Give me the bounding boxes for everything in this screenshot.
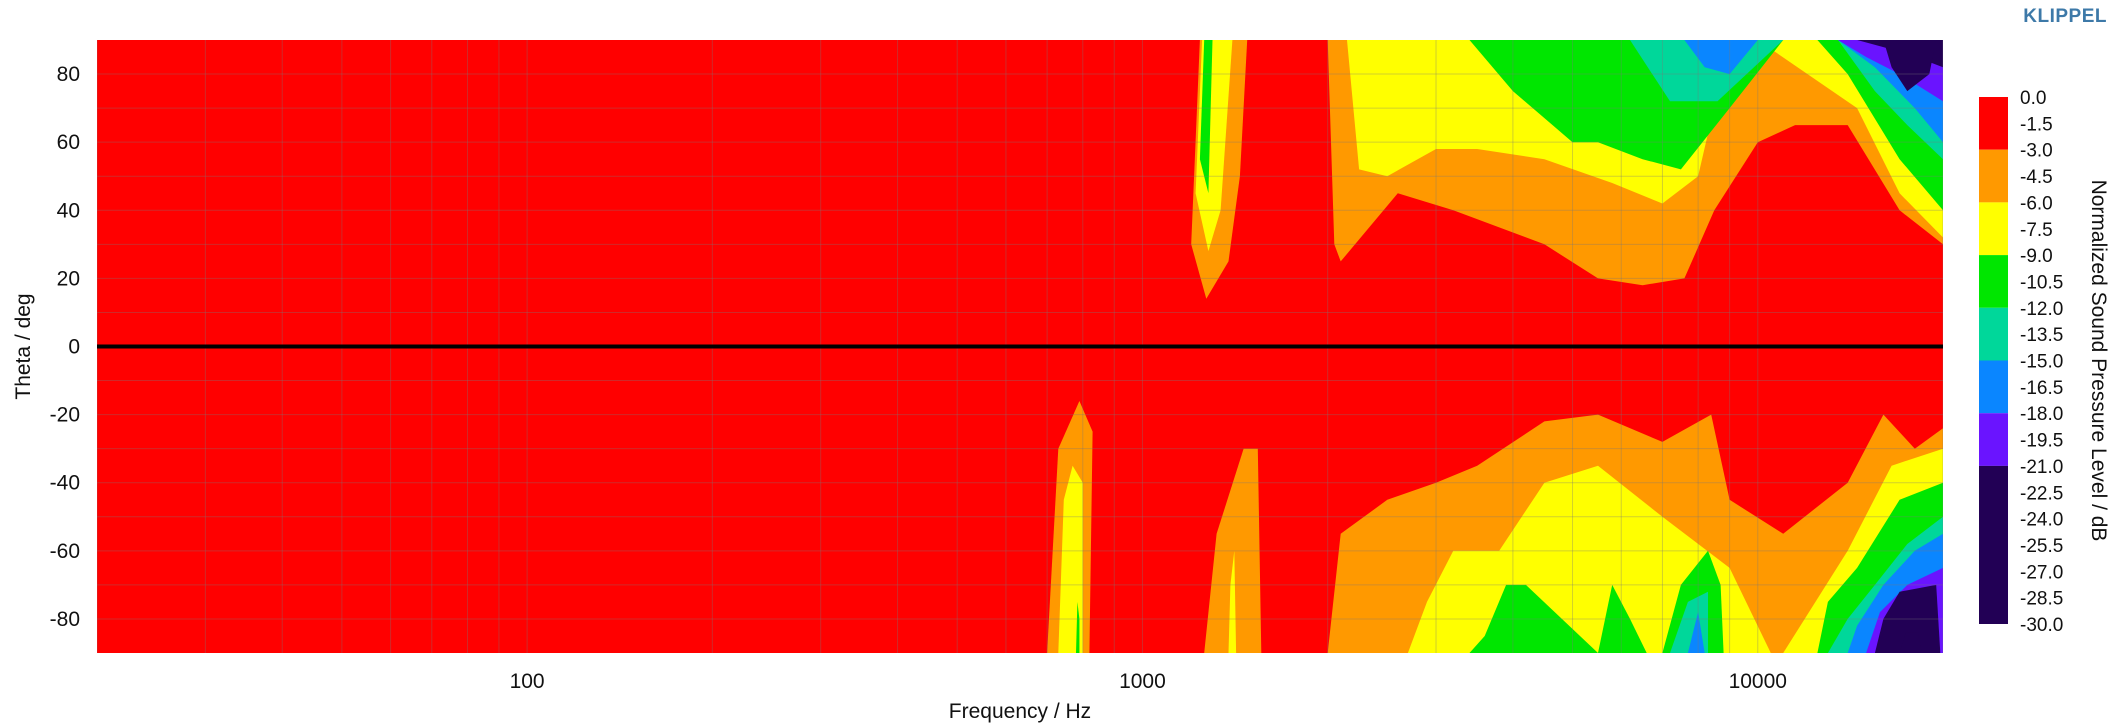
y-axis-label: Theta / deg [12,293,35,399]
colorbar-tick-label: -12.0 [2020,299,2063,320]
colorbar-tick-label: -25.5 [2020,536,2063,557]
y-tick-label: 60 [57,131,80,154]
contour-region-24 [1687,612,1705,653]
colorbar-tick-label: -16.5 [2020,378,2063,399]
colorbar-band-4 [1979,307,2008,361]
contour-regions [1047,40,1943,653]
contour-region-28 [1899,632,1923,653]
colorbar-band-1 [1979,149,2008,203]
y-tick-label: 0 [68,336,80,359]
contour-region-19 [1598,584,1647,653]
y-tick-label: -40 [50,472,80,495]
contour-region-14 [1204,448,1262,653]
y-tick-labels: 80 60 40 20 0 -20 -40 -60 -80 [50,63,80,631]
colorbar: 0.0 -1.5 -3.0 -4.5 -6.0 -7.5 -9.0 -10.5 -12.0 -13… [1979,88,2063,636]
colorbar-tick-label: -7.5 [2020,220,2053,241]
x-tick-label: 1000 [1119,670,1166,693]
colorbar-band-2 [1979,202,2008,256]
contour-region-15 [1228,550,1237,653]
colorbar-band-7 [1979,465,2008,624]
colorbar-tick-label: -30.0 [2020,615,2063,636]
x-tick-label: 10000 [1729,670,1787,693]
y-tick-label: -60 [50,540,80,563]
y-tick-label: -20 [50,404,80,427]
y-tick-label: -80 [50,608,80,631]
colorbar-tick-label: -21.0 [2020,457,2063,478]
colorbar-tick-label: -13.5 [2020,325,2063,346]
colorbar-tick-label: -24.0 [2020,510,2063,531]
y-tick-label: 20 [57,267,80,290]
contour-region-10 [1883,40,1937,92]
colorbar-label: Normalized Sound Pressure Level / dB [2087,180,2110,542]
colorbar-band-0 [1979,97,2008,150]
colorbar-tick-label: -6.0 [2020,193,2053,214]
contour-region-6 [1630,40,1943,160]
colorbar-band-6 [1979,413,2008,466]
contour-region-27 [1874,584,1941,653]
colorbar-tick-label: -15.0 [2020,352,2063,373]
colorbar-band-5 [1979,360,2008,414]
contour-region-7 [1684,40,1943,143]
colorbar-band-3 [1979,255,2008,308]
colorbar-tick-label: -18.0 [2020,404,2063,425]
x-tick-label: 100 [510,670,545,693]
colorbar-tick-label: -27.0 [2020,562,2063,583]
colorbar-tick-label: -22.5 [2020,483,2063,504]
colorbar-tick-label: 0.0 [2020,88,2046,109]
brand-logo: KLIPPEL [2023,6,2107,27]
y-tick-label: 80 [57,63,80,86]
x-tick-labels: 100 1000 10000 [510,670,1787,693]
colorbar-tick-label: -19.5 [2020,431,2063,452]
colorbar-tick-label: -3.0 [2020,141,2053,162]
contour-region-18 [1469,584,1598,653]
contour-region-2 [1199,40,1213,194]
colorbar-tick-label: -10.5 [2020,272,2063,293]
contour-region-5 [1436,40,1943,211]
contour-region-12 [1058,465,1083,653]
contour-region-13 [1076,601,1080,653]
colorbar-tick-label: -9.0 [2020,246,2053,267]
colorbar-tick-label: -28.5 [2020,589,2063,610]
colorbar-tick-label: -4.5 [2020,167,2053,188]
colorbar-tick-label: -1.5 [2020,114,2053,135]
y-tick-label: 40 [57,199,80,222]
x-axis-label: Frequency / Hz [949,700,1091,723]
